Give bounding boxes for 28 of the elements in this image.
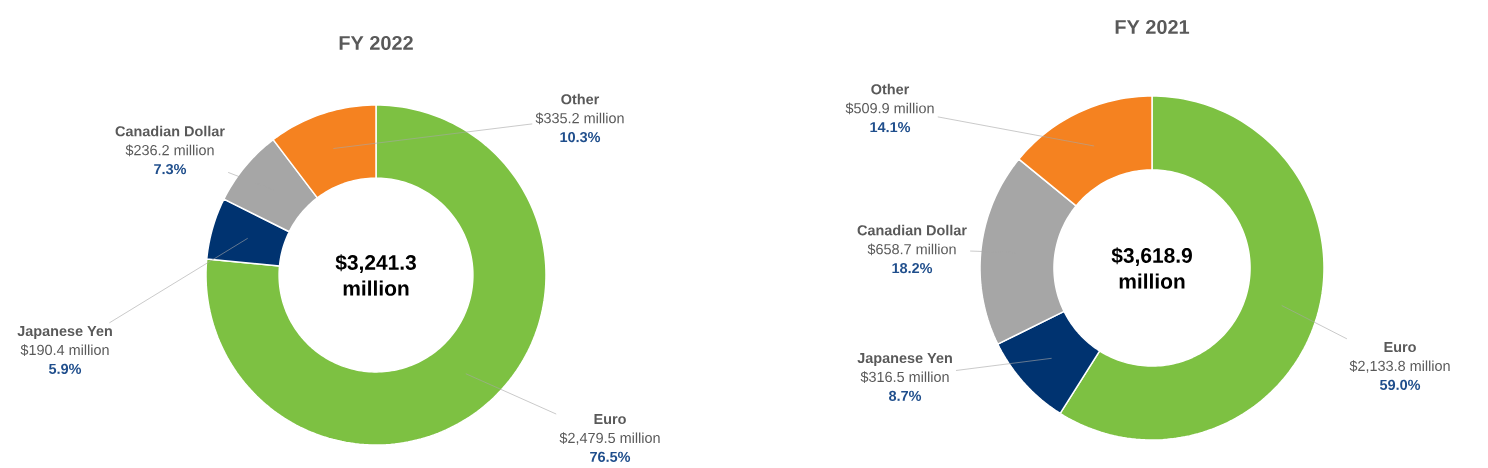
text: 7.3% bbox=[154, 163, 187, 175]
slice-label: Euro bbox=[1384, 342, 1416, 353]
data-label: $509.9 million bbox=[845, 102, 934, 115]
data-label: $316.5 million bbox=[860, 371, 949, 383]
data-label: $2,133.8 million bbox=[1349, 360, 1450, 373]
text: 14.1% bbox=[870, 122, 911, 133]
text: 5.9% bbox=[48, 363, 82, 374]
slice-label: Japanese Yen bbox=[857, 353, 952, 366]
text: 59.0% bbox=[1379, 379, 1421, 390]
slice-label: Other bbox=[561, 93, 600, 105]
text: 10.3% bbox=[560, 131, 601, 143]
text: 76.5% bbox=[590, 451, 631, 462]
slice-label: Other bbox=[871, 83, 910, 95]
data-label: $658.7 million bbox=[867, 243, 956, 256]
chart-title: FY 2022 bbox=[339, 35, 413, 51]
text: $3,241.3 million bbox=[335, 254, 416, 296]
text: 8.7% bbox=[889, 390, 922, 401]
data-label: $2,479.5 million bbox=[559, 432, 660, 445]
text: 18.2% bbox=[892, 263, 933, 274]
chart-title: FY 2021 bbox=[1115, 19, 1190, 35]
slice-label: Japanese Yen bbox=[17, 326, 112, 339]
slice-label: Canadian Dollar bbox=[115, 125, 225, 137]
slice-label: Canadian Dollar bbox=[857, 224, 967, 236]
data-label: $335.2 million bbox=[535, 112, 624, 125]
text: $3,618.9 million bbox=[1111, 247, 1192, 289]
data-label: $190.4 million bbox=[20, 344, 109, 356]
slice-label: Euro bbox=[594, 414, 626, 425]
data-label: $236.2 million bbox=[125, 144, 214, 157]
